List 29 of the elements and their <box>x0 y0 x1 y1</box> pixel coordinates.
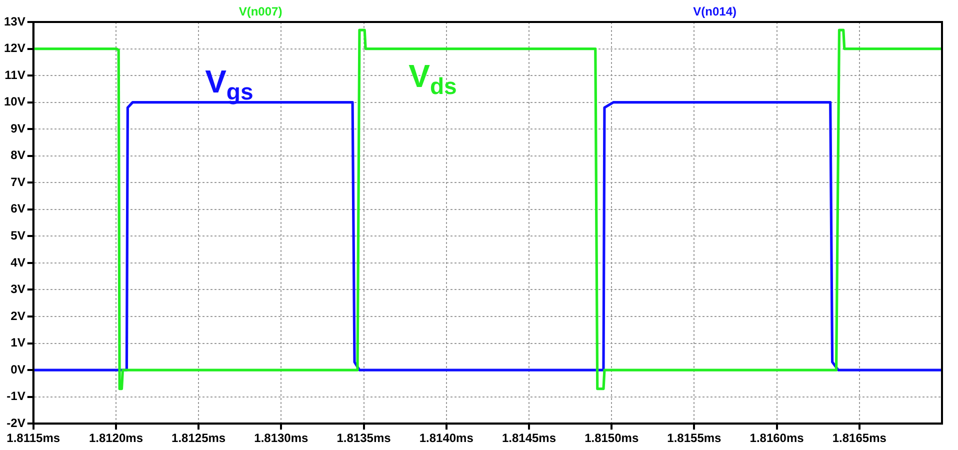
y-tick-label: 4V <box>10 255 26 270</box>
y-tick-label: 1V <box>10 336 26 350</box>
y-tick-label: -1V <box>6 389 26 404</box>
x-tick-label: 1.8130ms <box>254 431 309 446</box>
y-tick-label: 3V <box>10 282 26 296</box>
x-tick-label: 1.8125ms <box>172 431 226 446</box>
x-tick-label: 1.8135ms <box>336 431 392 446</box>
x-tick-label: 1.8145ms <box>502 431 556 446</box>
y-tick-label: 11V <box>4 68 26 82</box>
y-tick-label: 2V <box>10 308 26 323</box>
y-tick-label: 12V <box>4 41 26 56</box>
x-tick-label: 1.8155ms <box>667 431 722 446</box>
x-tick-label: 1.8165ms <box>832 431 887 446</box>
y-tick-label: 13V <box>4 14 26 28</box>
y-tick-label: 0V <box>10 362 26 376</box>
y-tick-label: -2V <box>6 416 26 430</box>
text: V(n007) <box>238 4 282 18</box>
y-tick-label: 5V <box>10 228 26 242</box>
x-tick-label: 1.8120ms <box>88 431 144 446</box>
y-tick-label: 10V <box>4 94 26 109</box>
y-tick-label: 9V <box>10 121 26 136</box>
x-tick-label: 1.8160ms <box>750 431 804 446</box>
y-tick-label: 8V <box>10 148 26 162</box>
x-tick-label: 1.8115ms <box>6 431 60 446</box>
x-tick-label: 1.8150ms <box>584 431 639 446</box>
x-tick-label: 1.8140ms <box>419 431 474 446</box>
y-tick-label: 7V <box>10 174 26 189</box>
y-tick-label: 6V <box>10 202 26 216</box>
text: V(n014) <box>693 4 737 18</box>
